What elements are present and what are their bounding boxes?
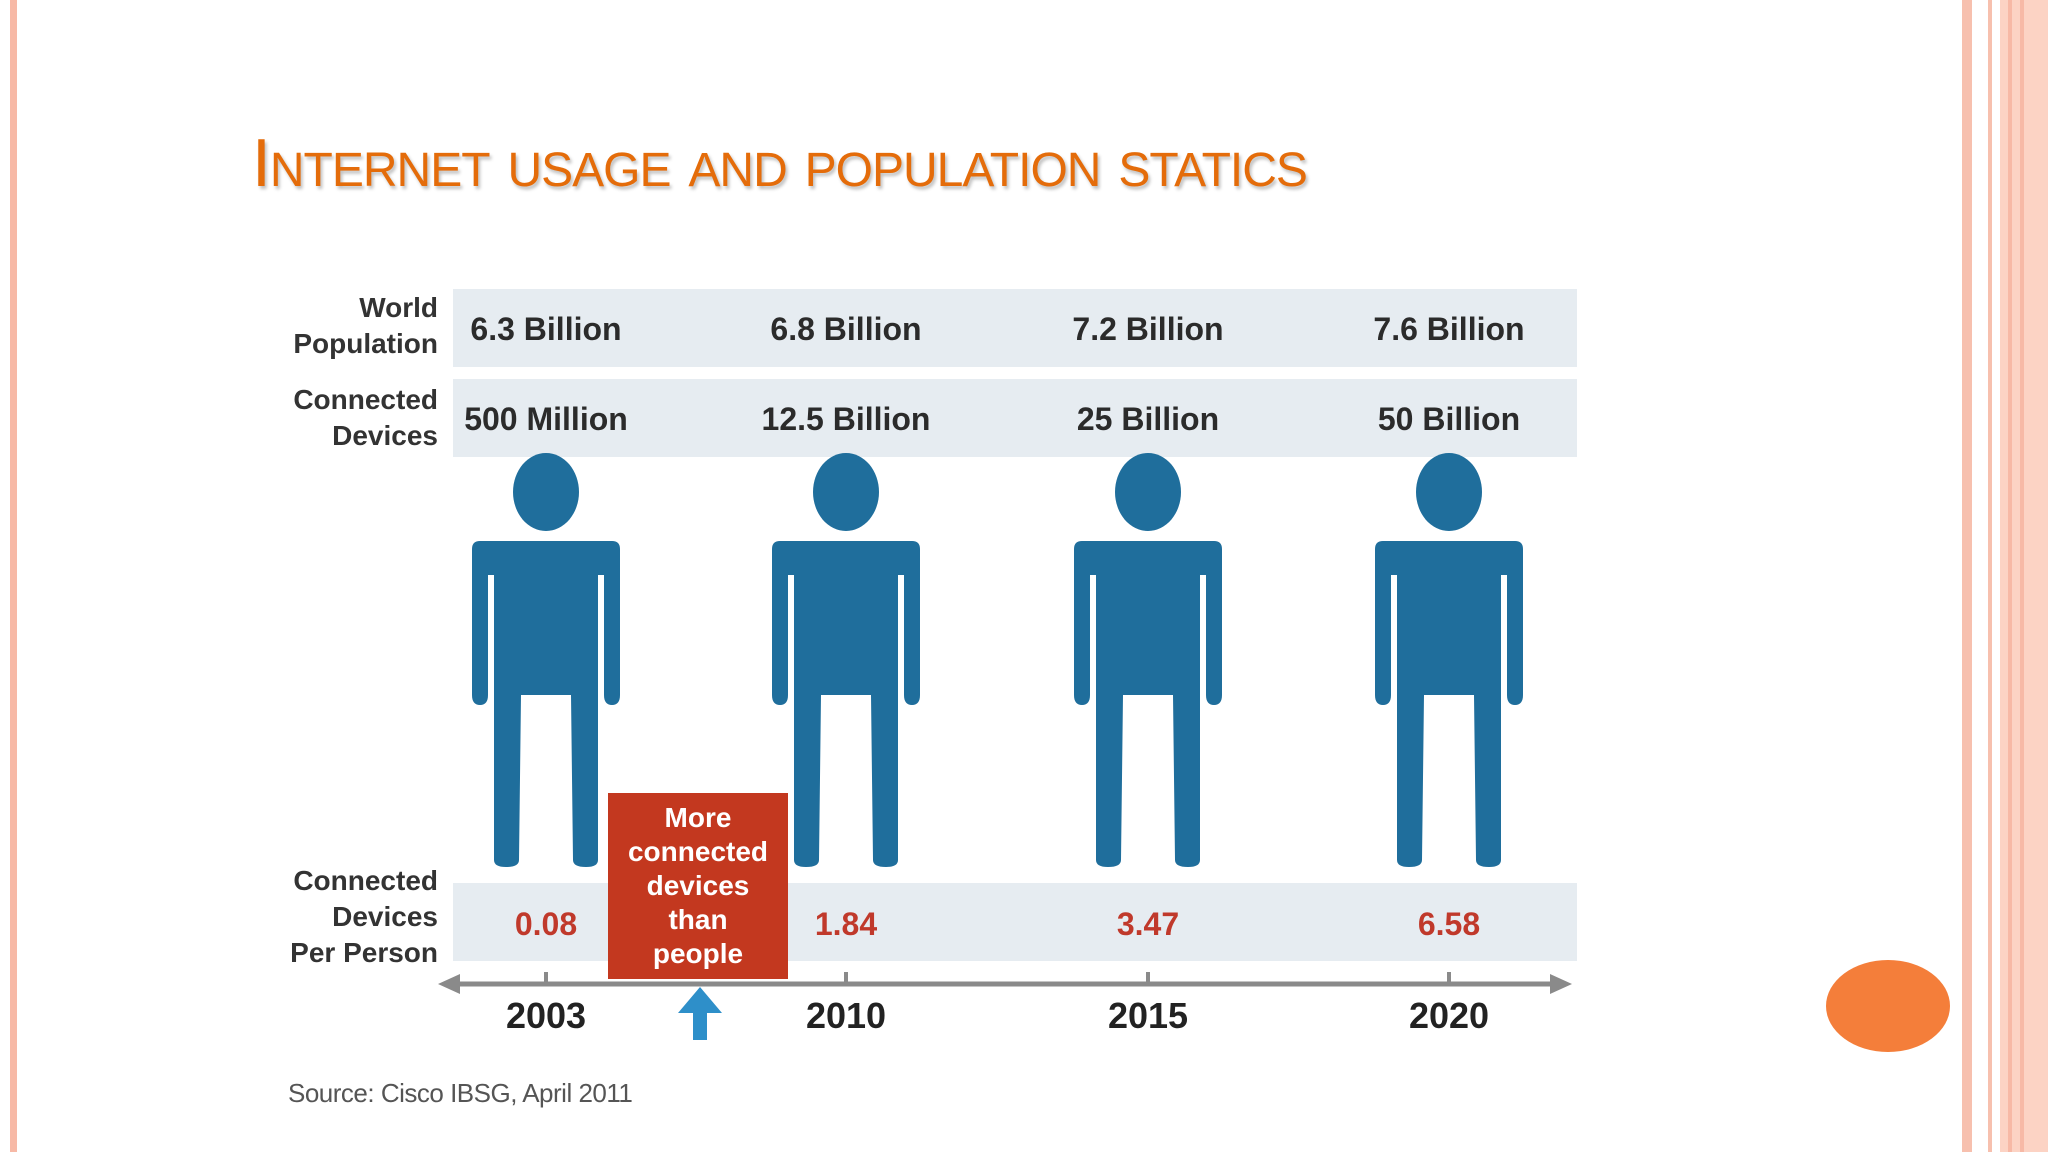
population-value: 6.8 Billion: [770, 311, 921, 347]
up-arrow-icon: [678, 987, 722, 1040]
left-decorative-bar: [0, 0, 22, 1152]
devices-value: 25 Billion: [1077, 401, 1219, 437]
per-person-row-label: Per Person: [290, 937, 438, 968]
person-body: [472, 541, 620, 867]
person-icon: [472, 453, 620, 867]
population-value: 6.3 Billion: [470, 311, 621, 347]
person-body: [1375, 541, 1523, 867]
right-decorative-stripes: [1962, 0, 2048, 1152]
chart-svg: World Population Connected Devices Connected…: [290, 289, 1577, 1040]
per-person-value: 1.84: [815, 906, 877, 942]
person-icon: [772, 453, 920, 867]
person-body: [1074, 541, 1222, 867]
year-label: 2003: [506, 995, 586, 1036]
slide-title: Internet usage and population statics: [252, 125, 1308, 201]
per-person-row-label: Connected: [293, 865, 438, 896]
callout-box: [608, 793, 788, 979]
person-head: [1115, 453, 1181, 531]
population-row-label: Population: [293, 328, 438, 359]
year-label: 2020: [1409, 995, 1489, 1036]
devices-value: 50 Billion: [1378, 401, 1520, 437]
per-person-row-label: Devices: [332, 901, 438, 932]
orange-decorative-dot: [1826, 960, 1950, 1052]
population-value: 7.6 Billion: [1373, 311, 1524, 347]
devices-row-label: Devices: [332, 420, 438, 451]
devices-band: [453, 379, 1577, 457]
callout-text-line: people: [653, 938, 743, 969]
devices-value: 500 Million: [464, 401, 628, 437]
person-head: [1416, 453, 1482, 531]
year-label: 2010: [806, 995, 886, 1036]
population-row-label: World: [359, 292, 438, 323]
callout-text-line: connected: [628, 836, 768, 867]
person-head: [813, 453, 879, 531]
per-person-value: 6.58: [1418, 906, 1480, 942]
infographic-chart: World Population Connected Devices Connected…: [270, 275, 1610, 1135]
person-icon: [1375, 453, 1523, 867]
person-icon: [1074, 453, 1222, 867]
population-band: [453, 289, 1577, 367]
per-person-value: 0.08: [515, 906, 577, 942]
callout-text-line: than: [668, 904, 727, 935]
callout-text-line: More: [665, 802, 732, 833]
population-value: 7.2 Billion: [1072, 311, 1223, 347]
year-label: 2015: [1108, 995, 1188, 1036]
person-body: [772, 541, 920, 867]
per-person-value: 3.47: [1117, 906, 1179, 942]
callout-text-line: devices: [647, 870, 750, 901]
axis-right-arrowhead: [1550, 974, 1572, 994]
source-note: Source: Cisco IBSG, April 2011: [288, 1078, 633, 1108]
devices-row-label: Connected: [293, 384, 438, 415]
person-head: [513, 453, 579, 531]
axis-left-arrowhead: [438, 974, 460, 994]
devices-value: 12.5 Billion: [762, 401, 931, 437]
